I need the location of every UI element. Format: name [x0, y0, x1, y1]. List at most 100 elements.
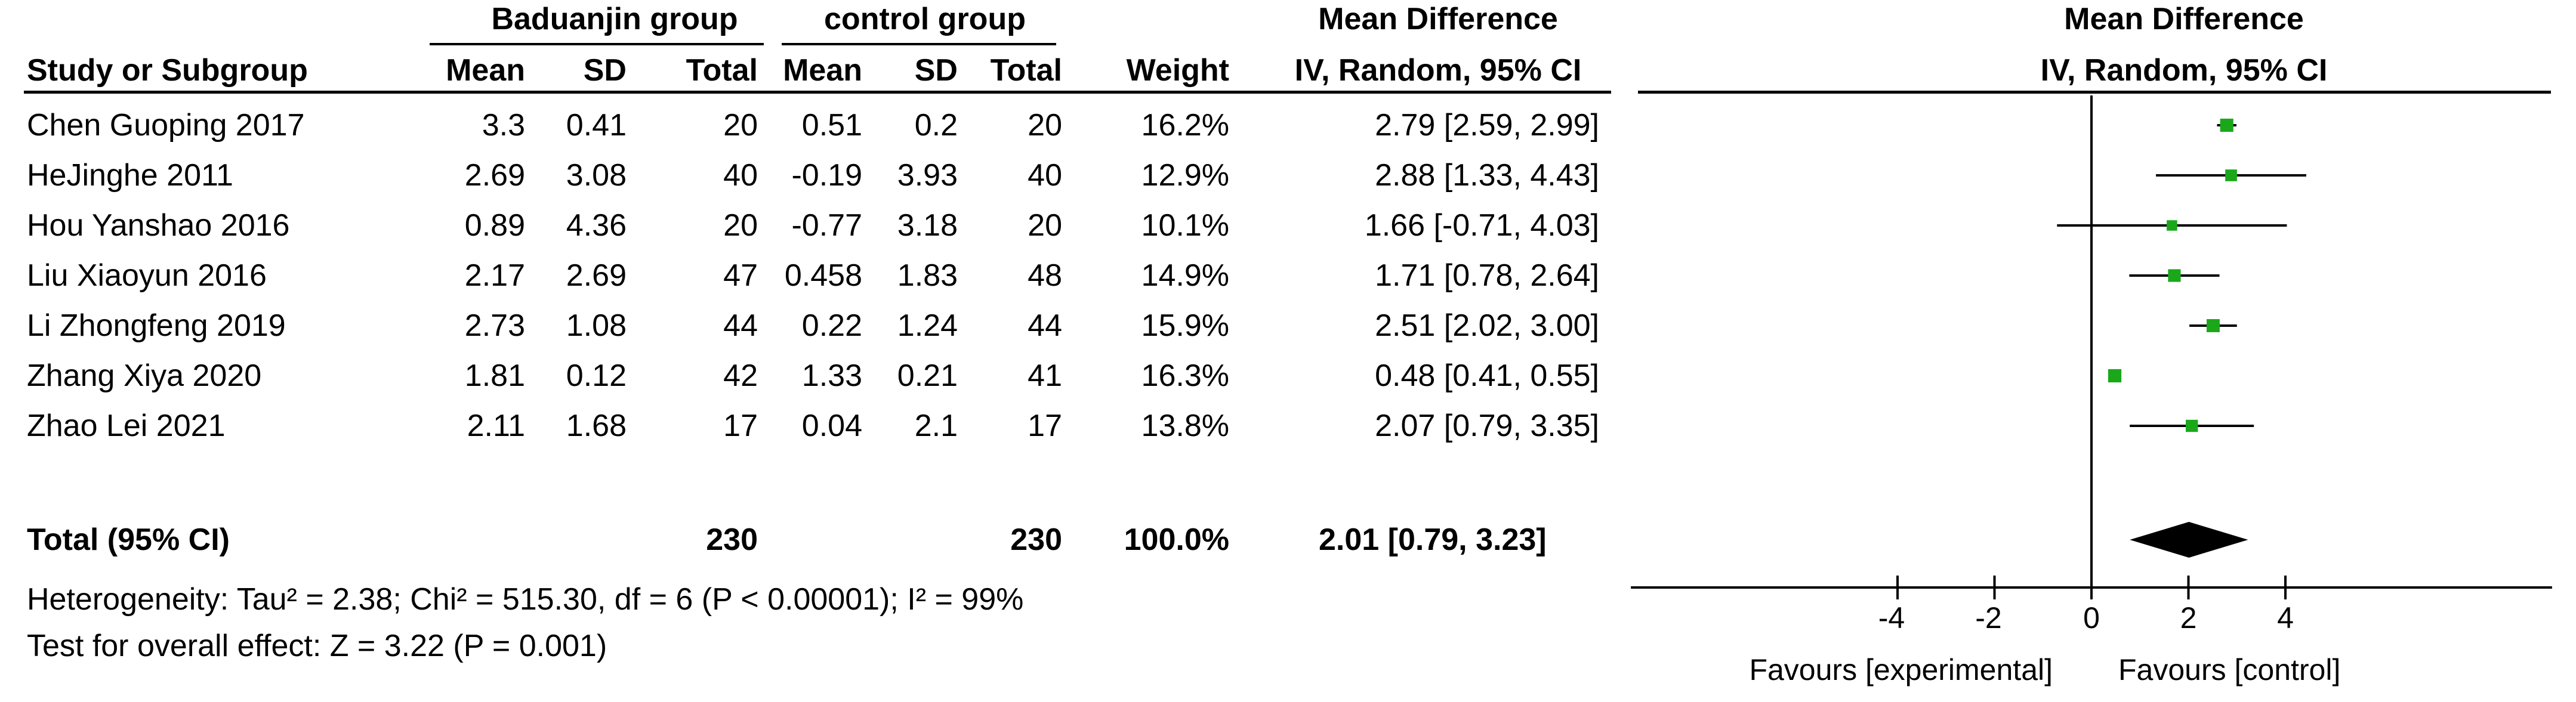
study-ci: 2.88 [1.33, 4.43] [1375, 158, 1599, 193]
study-point [2220, 118, 2233, 132]
col-total1: Total [686, 53, 758, 88]
study-sd1: 1.68 [566, 409, 627, 443]
study-total2: 17 [1028, 409, 1062, 443]
study-mean2: -0.19 [791, 158, 862, 193]
study-total2: 44 [1028, 308, 1062, 343]
study-mean2: 0.458 [784, 258, 862, 293]
study-sd1: 0.41 [566, 108, 627, 143]
study-name: Chen Guoping 2017 [27, 108, 305, 143]
favours-right-label: Favours [control] [2118, 653, 2340, 686]
favours-left-label: Favours [experimental] [1749, 653, 2053, 686]
study-total1: 40 [723, 158, 758, 193]
study-point [2167, 220, 2177, 231]
total-weight: 100.0% [1124, 522, 1229, 557]
study-sd2: 1.24 [897, 308, 958, 343]
col-mean1: Mean [446, 53, 525, 88]
study-total2: 20 [1028, 108, 1062, 143]
study-mean2: 0.51 [801, 108, 862, 143]
study-sd1: 3.08 [566, 158, 627, 193]
study-total2: 40 [1028, 158, 1062, 193]
study-sd1: 0.12 [566, 358, 627, 393]
study-point [2225, 169, 2237, 181]
study-ci: 1.66 [-0.71, 4.03] [1364, 208, 1599, 243]
study-weight: 14.9% [1141, 258, 1229, 293]
study-total1: 44 [723, 308, 758, 343]
study-name: Zhang Xiya 2020 [27, 358, 262, 393]
study-mean1: 0.89 [464, 208, 525, 243]
total-n2: 230 [1010, 522, 1062, 557]
x-tick-label: 4 [2277, 601, 2294, 635]
plot-subtitle: IV, Random, 95% CI [2040, 53, 2328, 88]
effect-header: Mean Difference [1318, 2, 1558, 36]
study-point [2168, 269, 2181, 282]
study-mean2: 1.33 [801, 358, 862, 393]
total-label: Total (95% CI) [27, 522, 230, 557]
study-name: Zhao Lei 2021 [27, 409, 226, 443]
study-mean1: 2.17 [464, 258, 525, 293]
study-weight: 12.9% [1141, 158, 1229, 193]
x-tick-label: -4 [1878, 601, 1905, 635]
study-total2: 20 [1028, 208, 1062, 243]
study-mean2: -0.77 [791, 208, 862, 243]
study-point [2186, 419, 2198, 432]
study-total1: 20 [723, 208, 758, 243]
study-ci: 2.07 [0.79, 3.35] [1375, 409, 1599, 443]
study-mean1: 3.3 [482, 108, 525, 143]
col-sd2: SD [914, 53, 958, 88]
study-ci: 1.71 [0.78, 2.64] [1375, 258, 1599, 293]
study-sd2: 0.2 [914, 108, 958, 143]
x-tick-label: -2 [1975, 601, 2001, 635]
study-total2: 41 [1028, 358, 1062, 393]
study-sd1: 4.36 [566, 208, 627, 243]
study-total1: 42 [723, 358, 758, 393]
study-ci: 2.79 [2.59, 2.99] [1375, 108, 1599, 143]
study-weight: 16.2% [1141, 108, 1229, 143]
study-name: HeJinghe 2011 [27, 158, 233, 193]
study-total2: 48 [1028, 258, 1062, 293]
study-sd1: 1.08 [566, 308, 627, 343]
header-underline-plot [1638, 91, 2551, 94]
pooled-diamond [2130, 522, 2248, 558]
col-ci: IV, Random, 95% CI [1294, 53, 1582, 88]
study-mean1: 2.73 [464, 308, 525, 343]
study-sd2: 1.83 [897, 258, 958, 293]
group1-underline [430, 43, 764, 45]
study-mean1: 2.11 [467, 409, 525, 443]
study-point [2108, 369, 2122, 383]
heterogeneity-text: Heterogeneity: Tau² = 2.38; Chi² = 515.3… [27, 582, 1024, 617]
study-point [2206, 319, 2220, 332]
study-ci: 0.48 [0.41, 0.55] [1375, 358, 1599, 393]
study-mean1: 2.69 [464, 158, 525, 193]
study-weight: 10.1% [1141, 208, 1229, 243]
study-sd2: 2.1 [914, 409, 958, 443]
col-mean2: Mean [783, 53, 862, 88]
study-mean2: 0.04 [801, 409, 862, 443]
col-study: Study or Subgroup [27, 53, 308, 88]
header-underline-table [24, 91, 1611, 94]
total-ci: 2.01 [0.79, 3.23] [1319, 522, 1547, 557]
group2-underline [782, 43, 1056, 45]
x-tick-label: 2 [2180, 601, 2197, 635]
study-weight: 15.9% [1141, 308, 1229, 343]
study-mean1: 1.81 [464, 358, 525, 393]
study-sd2: 3.93 [897, 158, 958, 193]
study-name: Li Zhongfeng 2019 [27, 308, 286, 343]
study-total1: 20 [723, 108, 758, 143]
overall-effect-text: Test for overall effect: Z = 3.22 (P = 0… [27, 629, 607, 663]
study-weight: 16.3% [1141, 358, 1229, 393]
col-sd1: SD [583, 53, 627, 88]
x-tick-label: 0 [2083, 601, 2100, 635]
study-total1: 47 [723, 258, 758, 293]
total-n1: 230 [706, 522, 758, 557]
study-sd2: 3.18 [897, 208, 958, 243]
study-sd2: 0.21 [897, 358, 958, 393]
group1-header: Baduanjin group [491, 2, 738, 36]
study-mean2: 0.22 [801, 308, 862, 343]
study-weight: 13.8% [1141, 409, 1229, 443]
study-sd1: 2.69 [566, 258, 627, 293]
study-name: Hou Yanshao 2016 [27, 208, 290, 243]
study-ci: 2.51 [2.02, 3.00] [1375, 308, 1599, 343]
col-weight: Weight [1126, 53, 1229, 88]
